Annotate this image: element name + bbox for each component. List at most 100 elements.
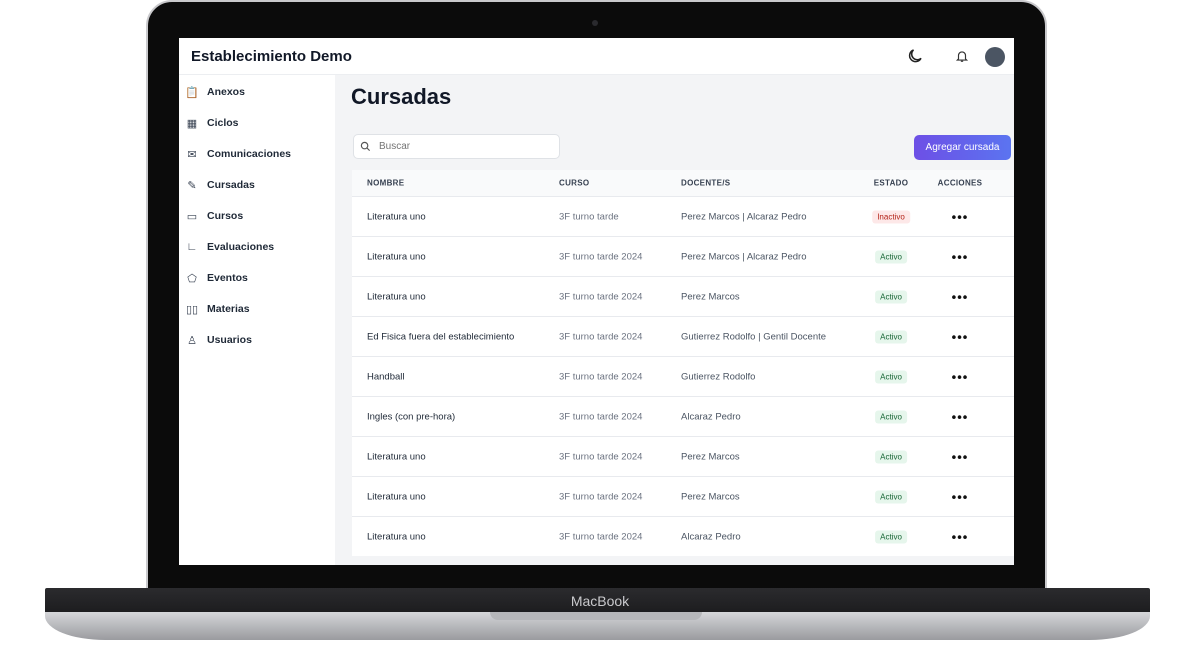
sidebar-item-materias[interactable]: ▯▯ Materias xyxy=(185,299,250,319)
search-icon xyxy=(360,141,371,152)
cell-curso: 3F turno tarde 2024 xyxy=(559,411,643,422)
more-actions-icon[interactable]: ••• xyxy=(951,409,969,424)
table-row[interactable]: Literatura uno 3F turno tarde 2024 Perez… xyxy=(352,236,1014,276)
device-label: MacBook xyxy=(570,593,630,609)
status-badge: Activo xyxy=(875,490,907,503)
cell-docentes: Gutierrez Rodolfo | Gentil Docente xyxy=(681,331,827,342)
clipboard-icon: 📋 xyxy=(185,86,199,99)
sidebar-item-label: Eventos xyxy=(207,272,248,284)
cursadas-table: NOMBRE CURSO DOCENTE/S ESTADO ACCIONES L… xyxy=(352,170,1014,556)
moon-icon[interactable] xyxy=(906,47,924,70)
table-row[interactable]: Literatura uno 3F turno tarde 2024 Alcar… xyxy=(352,516,1014,556)
mail-icon: ✉ xyxy=(187,148,197,161)
cell-docentes: Perez Marcos | Alcaraz Pedro xyxy=(681,211,807,222)
status-badge: Inactivo xyxy=(872,210,910,223)
cell-nombre: Ed Fisica fuera del establecimiento xyxy=(367,331,515,342)
more-actions-icon[interactable]: ••• xyxy=(951,449,969,464)
app-title: Establecimiento Demo xyxy=(191,48,352,65)
status-badge: Activo xyxy=(875,530,907,543)
laptop-base xyxy=(45,588,1150,614)
page-title: Cursadas xyxy=(351,84,452,109)
col-docentes[interactable]: DOCENTE/S xyxy=(681,178,731,188)
col-nombre[interactable]: NOMBRE xyxy=(367,178,405,188)
cell-docentes: Perez Marcos xyxy=(681,451,740,462)
tag-icon: ⬠ xyxy=(187,272,197,285)
sidebar-item-anexos[interactable]: 📋 Anexos xyxy=(185,82,245,102)
more-actions-icon[interactable]: ••• xyxy=(951,209,969,224)
sidebar-item-label: Cursadas xyxy=(207,179,255,191)
sidebar-item-cursos[interactable]: ▭ Cursos xyxy=(185,206,243,226)
folder-icon: ▭ xyxy=(186,210,198,223)
table-row[interactable]: Ed Fisica fuera del establecimiento 3F t… xyxy=(352,316,1014,356)
bell-icon[interactable] xyxy=(955,49,969,68)
cell-nombre: Literatura uno xyxy=(367,211,426,222)
cell-docentes: Gutierrez Rodolfo xyxy=(681,371,756,382)
camera xyxy=(592,20,598,26)
table-row[interactable]: Ingles (con pre-hora) 3F turno tarde 202… xyxy=(352,396,1014,436)
cell-curso: 3F turno tarde 2024 xyxy=(559,331,643,342)
status-badge: Activo xyxy=(875,330,907,343)
more-actions-icon[interactable]: ••• xyxy=(951,369,969,384)
table-row[interactable]: Literatura uno 3F turno tarde Perez Marc… xyxy=(352,196,1014,236)
col-acciones: ACCIONES xyxy=(937,178,983,188)
sidebar-item-label: Materias xyxy=(207,303,250,315)
sidebar-item-evaluaciones[interactable]: ∟ Evaluaciones xyxy=(185,237,275,257)
sidebar-item-label: Anexos xyxy=(207,86,245,98)
more-actions-icon[interactable]: ••• xyxy=(951,529,969,544)
more-actions-icon[interactable]: ••• xyxy=(951,329,969,344)
cell-nombre: Literatura uno xyxy=(367,451,426,462)
top-header: Establecimiento Demo xyxy=(179,38,1014,75)
col-curso[interactable]: CURSO xyxy=(559,178,590,188)
cell-curso: 3F turno tarde 2024 xyxy=(559,371,643,382)
sidebar-item-label: Evaluaciones xyxy=(207,241,275,253)
cell-curso: 3F turno tarde 2024 xyxy=(559,531,643,542)
sidebar-item-usuarios[interactable]: ♙ Usuarios xyxy=(185,330,252,350)
sidebar-item-comunicaciones[interactable]: ✉ Comunicaciones xyxy=(185,144,291,164)
table-row[interactable]: Literatura uno 3F turno tarde 2024 Perez… xyxy=(352,276,1014,316)
cell-curso: 3F turno tarde 2024 xyxy=(559,291,643,302)
pencil-icon: ✎ xyxy=(187,179,197,192)
sidebar-item-ciclos[interactable]: ▦ Ciclos xyxy=(185,113,239,133)
table-row[interactable]: Literatura uno 3F turno tarde 2024 Perez… xyxy=(352,476,1014,516)
user-icon: ♙ xyxy=(187,334,197,347)
sidebar-item-eventos[interactable]: ⬠ Eventos xyxy=(185,268,248,288)
col-estado[interactable]: ESTADO xyxy=(873,178,909,188)
cell-docentes: Alcaraz Pedro xyxy=(681,531,741,542)
status-badge: Activo xyxy=(875,290,907,303)
sidebar-item-label: Cursos xyxy=(207,210,244,222)
status-badge: Activo xyxy=(875,450,907,463)
table-row[interactable]: Handball 3F turno tarde 2024 Gutierrez R… xyxy=(352,356,1014,396)
sidebar-item-label: Comunicaciones xyxy=(207,148,292,160)
avatar[interactable] xyxy=(985,47,1005,67)
sidebar-item-label: Usuarios xyxy=(207,334,252,346)
cell-docentes: Perez Marcos xyxy=(681,491,740,502)
cell-curso: 3F turno tarde 2024 xyxy=(559,491,643,502)
cell-curso: 3F turno tarde xyxy=(559,211,619,222)
status-badge: Activo xyxy=(875,370,907,383)
cell-nombre: Literatura uno xyxy=(367,291,426,302)
cell-docentes: Perez Marcos xyxy=(681,291,740,302)
more-actions-icon[interactable]: ••• xyxy=(951,249,969,264)
cell-docentes: Perez Marcos | Alcaraz Pedro xyxy=(681,251,807,262)
add-cursada-button[interactable]: Agregar cursada xyxy=(914,135,1011,160)
cell-nombre: Literatura uno xyxy=(367,491,426,502)
status-badge: Activo xyxy=(875,250,907,263)
status-badge: Activo xyxy=(875,410,907,423)
more-actions-icon[interactable]: ••• xyxy=(951,289,969,304)
cell-nombre: Literatura uno xyxy=(367,251,426,262)
app-screen: Establecimiento Demo 📋 Anexos ▦ Ciclos ✉ Comu… xyxy=(179,38,1014,565)
search-input[interactable] xyxy=(379,141,539,152)
cell-curso: 3F turno tarde 2024 xyxy=(559,451,643,462)
cell-nombre: Handball xyxy=(367,371,405,382)
more-actions-icon[interactable]: ••• xyxy=(951,489,969,504)
sidebar: 📋 Anexos ▦ Ciclos ✉ Comunicaciones ✎ Cursadas ▭ C… xyxy=(179,75,335,565)
sidebar-item-cursadas[interactable]: ✎ Cursadas xyxy=(185,175,255,195)
cell-nombre: Ingles (con pre-hora) xyxy=(367,411,456,422)
cell-docentes: Alcaraz Pedro xyxy=(681,411,741,422)
cell-nombre: Literatura uno xyxy=(367,531,426,542)
cell-curso: 3F turno tarde 2024 xyxy=(559,251,643,262)
table-header: NOMBRE CURSO DOCENTE/S ESTADO ACCIONES xyxy=(352,170,1014,196)
laptop-notch xyxy=(490,612,702,620)
table-row[interactable]: Literatura uno 3F turno tarde 2024 Perez… xyxy=(352,436,1014,476)
search-box[interactable] xyxy=(353,134,560,159)
